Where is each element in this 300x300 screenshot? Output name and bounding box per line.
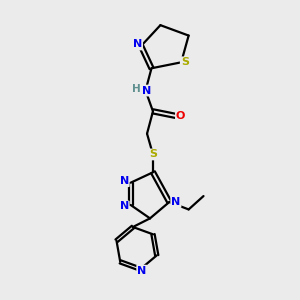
Text: N: N (171, 197, 181, 207)
Text: S: S (149, 149, 157, 160)
Text: N: N (133, 40, 142, 50)
Text: N: N (119, 202, 129, 212)
Text: N: N (142, 85, 152, 96)
Text: N: N (119, 176, 129, 186)
Text: S: S (181, 57, 189, 67)
Text: N: N (137, 266, 146, 276)
Text: H: H (132, 84, 141, 94)
Text: O: O (176, 111, 185, 121)
